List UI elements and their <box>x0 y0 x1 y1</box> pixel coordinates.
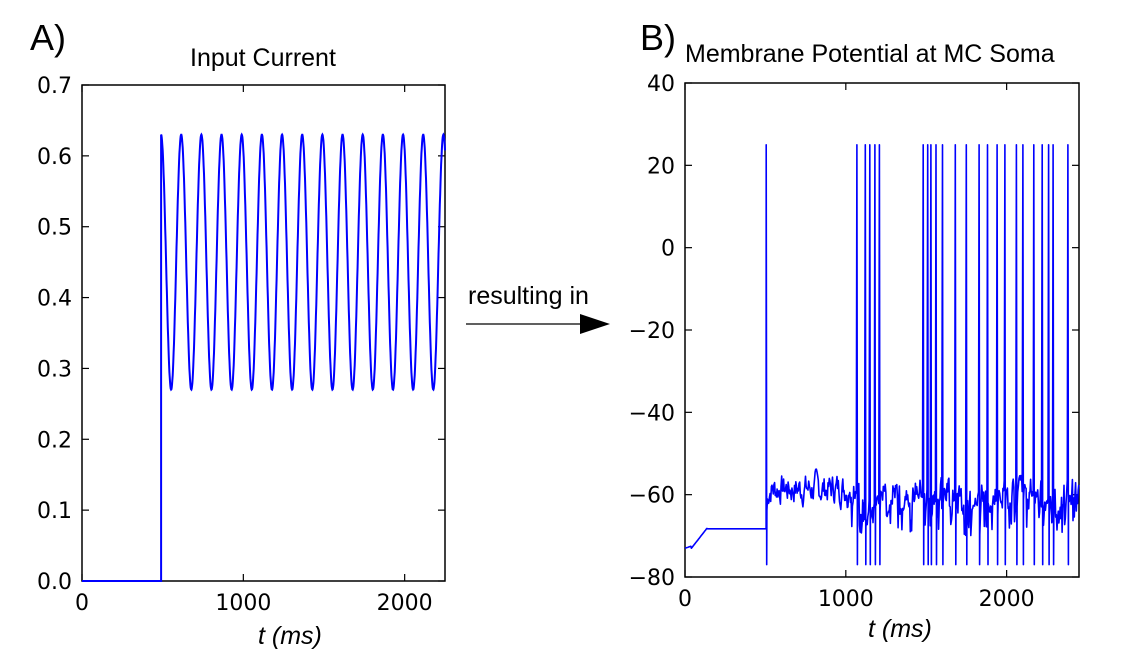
y-tick-label: 0.5 <box>37 216 72 241</box>
x-tick-label: 1000 <box>215 591 271 616</box>
chart-b-title: Membrane Potential at MC Soma <box>685 40 1055 68</box>
chart-a-title: Input Current <box>190 44 336 72</box>
y-tick-label: 40 <box>647 72 675 97</box>
x-tick-label: 1000 <box>818 587 874 612</box>
chart-b-xlabel: t (ms) <box>868 615 932 643</box>
x-tick-label: 0 <box>678 587 692 612</box>
chart-a-xlabel: t (ms) <box>258 622 322 650</box>
plot-frame <box>684 82 1080 578</box>
panel-a-label: A) <box>30 17 66 58</box>
chart-b-axes: 0 1000 2000 −80 −60 −40 −20 0 20 40 <box>629 72 1080 612</box>
connector-label: resulting in <box>468 282 589 310</box>
series-membrane-potential <box>684 144 1080 566</box>
y-tick-label: −60 <box>629 484 675 509</box>
y-tick-label: 0.7 <box>37 74 72 99</box>
y-tick-label: 0.1 <box>37 499 72 524</box>
y-tick-label: 0.3 <box>37 357 72 382</box>
y-tick-label: 0.0 <box>37 570 72 595</box>
series-input-current <box>82 132 446 582</box>
x-tick-label: 2000 <box>979 587 1035 612</box>
x-tick-label: 2000 <box>377 591 433 616</box>
x-tick-label: 0 <box>75 591 89 616</box>
panel-b-label: B) <box>640 17 676 58</box>
connector-arrow-head <box>580 314 610 334</box>
y-tick-label: 0.2 <box>37 428 72 453</box>
y-tick-label: 0.6 <box>37 145 72 170</box>
y-tick-label: −80 <box>629 566 675 591</box>
y-tick-label: −20 <box>629 319 675 344</box>
y-tick-label: 20 <box>647 154 675 179</box>
chart-a-axes: 0 1000 2000 0.0 0.1 0.2 0.3 0.4 0.5 0.6 0.7 <box>37 74 446 616</box>
plot-frame <box>81 84 446 582</box>
y-tick-label: 0 <box>661 237 675 262</box>
y-tick-label: −40 <box>629 401 675 426</box>
y-tick-label: 0.4 <box>37 287 72 312</box>
